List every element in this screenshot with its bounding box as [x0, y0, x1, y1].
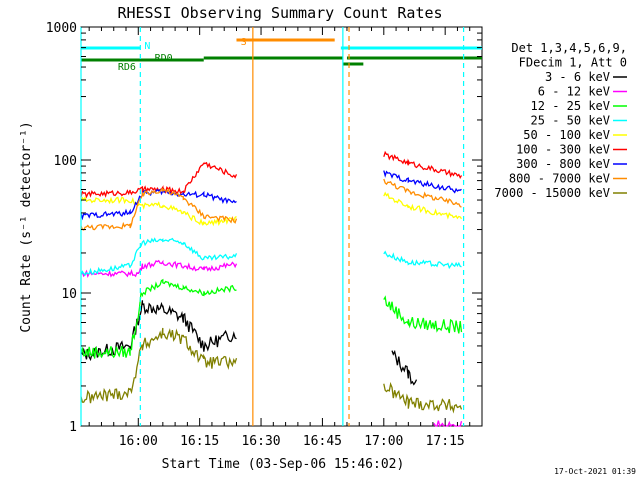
flag-label: N: [144, 41, 150, 52]
y-tick-label: 100: [54, 154, 77, 169]
x-tick-label: 16:00: [119, 434, 158, 449]
x-tick-label: 17:00: [364, 434, 403, 449]
series-line: [383, 170, 462, 194]
series-line: [80, 196, 237, 227]
x-tick-label: 16:15: [180, 434, 219, 449]
flag-lines: N RD0 RD6 S: [80, 27, 482, 426]
legend-entry-label: 100 - 300 keV: [516, 143, 610, 157]
series-line: [383, 250, 462, 270]
y-tick-label: 10: [61, 287, 77, 302]
legend-entry-label: 3 - 6 keV: [545, 70, 610, 84]
axes: 16:00 16:15 16:30 16:45 17:00 17:15 1 10 100 1000: [46, 21, 482, 449]
x-tick-label: 17:15: [426, 434, 465, 449]
flag-label: RD6: [118, 62, 136, 73]
legend-entry-label: 300 - 800 keV: [516, 157, 610, 171]
legend-entry-label: 25 - 50 keV: [531, 114, 610, 128]
series-line: [383, 150, 463, 179]
series-line: [391, 349, 418, 386]
series-line: [80, 278, 237, 359]
legend-header: FDecim 1, Att 0: [519, 56, 627, 70]
legend-entry-label: 50 - 100 keV: [523, 128, 610, 142]
series-line: [383, 381, 463, 414]
flag-label: RD0: [155, 53, 173, 64]
x-axis-label: Start Time (03-Sep-06 15:46:02): [162, 457, 405, 472]
legend-entry-label: 800 - 7000 keV: [509, 172, 610, 186]
series-line: [383, 178, 462, 208]
y-tick-label: 1: [69, 420, 77, 435]
y-tick-label: 1000: [46, 21, 77, 36]
x-tick-label: 16:45: [303, 434, 342, 449]
footer-timestamp: 17-Oct-2021 01:39: [554, 467, 636, 476]
series-line: [432, 420, 463, 428]
legend-entry-label: 7000 - 15000 keV: [494, 186, 610, 200]
chart-title: RHESSI Observing Summary Count Rates: [117, 4, 442, 22]
legend-entry-label: 6 - 12 keV: [538, 85, 610, 99]
plot-area: [80, 26, 483, 427]
series-line: [80, 237, 238, 277]
series-line: [383, 191, 463, 220]
legend-header: Det 1,3,4,5,6,9,: [511, 41, 627, 55]
x-tick-label: 16:30: [241, 434, 280, 449]
plot-frame: [80, 26, 483, 427]
flag-label: S: [241, 37, 247, 48]
series-lines: [80, 150, 463, 428]
legend: Det 1,3,4,5,6,9,FDecim 1, Att 03 - 6 keV…: [494, 41, 627, 200]
series-line: [80, 187, 238, 231]
y-axis-label: Count Rate (s⁻¹ detector⁻¹): [19, 121, 34, 332]
series-line: [80, 327, 238, 404]
series-line: [80, 188, 237, 221]
series-line: [80, 259, 238, 278]
legend-entry-label: 12 - 25 keV: [531, 99, 610, 113]
series-line: [383, 295, 463, 334]
